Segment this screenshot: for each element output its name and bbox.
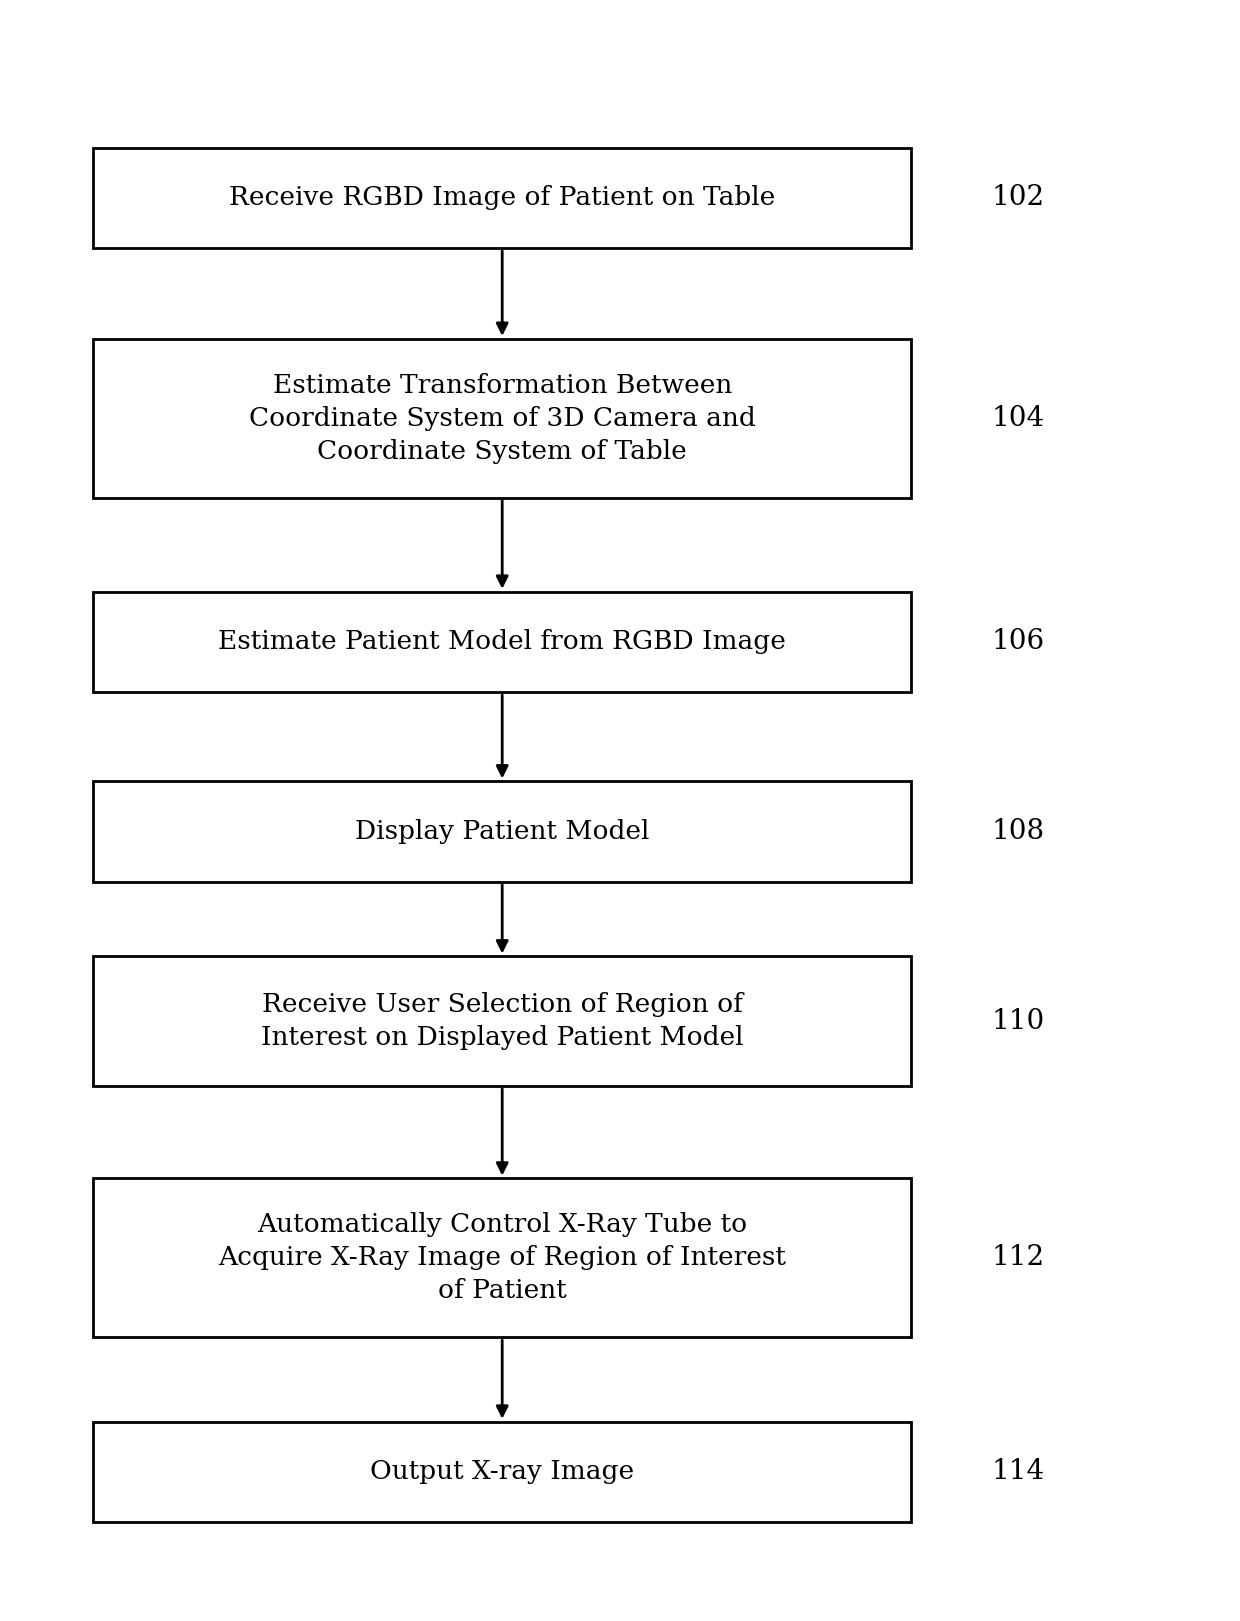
Bar (93, 781, 911, 882)
Bar (93, 592, 911, 692)
Text: 108: 108 (992, 819, 1045, 845)
Text: Receive User Selection of Region of
Interest on Displayed Patient Model: Receive User Selection of Region of Inte… (260, 992, 744, 1050)
Text: 106: 106 (992, 629, 1045, 655)
Text: Estimate Transformation Between
Coordinate System of 3D Camera and
Coordinate Sy: Estimate Transformation Between Coordina… (249, 373, 755, 464)
Text: 112: 112 (992, 1245, 1045, 1271)
Text: 102: 102 (992, 185, 1045, 211)
Text: 104: 104 (992, 405, 1045, 431)
Bar (93, 1178, 911, 1337)
Bar (93, 339, 911, 498)
Text: Receive RGBD Image of Patient on Table: Receive RGBD Image of Patient on Table (229, 185, 775, 211)
Bar (93, 1422, 911, 1522)
Text: Output X-ray Image: Output X-ray Image (370, 1459, 635, 1485)
Text: 114: 114 (992, 1459, 1045, 1485)
Bar (93, 956, 911, 1086)
Bar (93, 148, 911, 248)
Text: 110: 110 (992, 1008, 1045, 1034)
Text: Automatically Control X-Ray Tube to
Acquire X-Ray Image of Region of Interest
of: Automatically Control X-Ray Tube to Acqu… (218, 1213, 786, 1303)
Text: Display Patient Model: Display Patient Model (355, 819, 650, 845)
Text: Estimate Patient Model from RGBD Image: Estimate Patient Model from RGBD Image (218, 629, 786, 655)
